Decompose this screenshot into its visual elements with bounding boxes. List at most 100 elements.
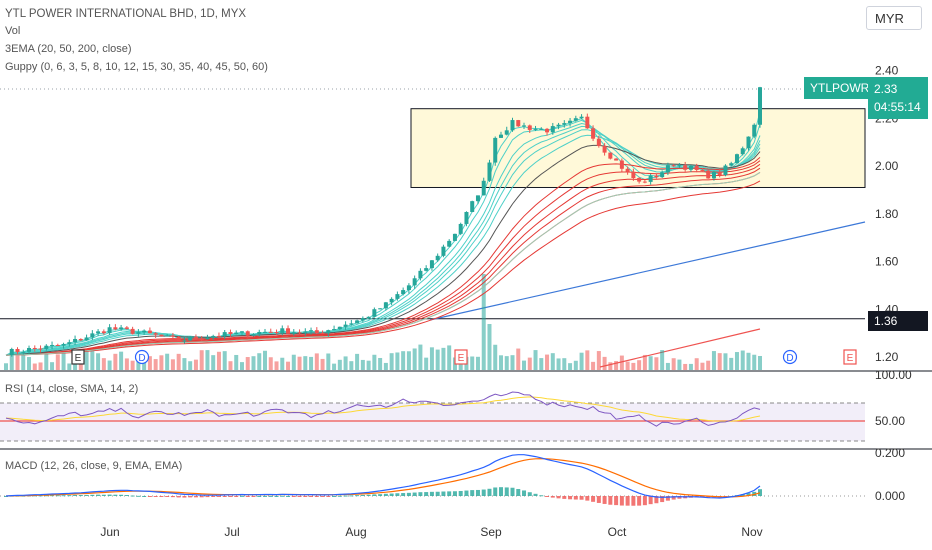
macd-histogram-bar — [78, 495, 83, 497]
macd-histogram-bar — [159, 496, 164, 497]
earnings-marker-label: E — [458, 353, 465, 364]
candle-body — [67, 342, 72, 344]
macd-histogram-bar — [470, 490, 475, 496]
candle-body — [464, 211, 469, 224]
y-tick-label: 1.80 — [875, 207, 899, 221]
rsi-tick-label: 100.00 — [875, 368, 912, 382]
macd-histogram-bar — [274, 495, 279, 497]
symbol-legend[interactable]: YTL POWER INTERNATIONAL BHD, 1D, MYX — [5, 8, 247, 20]
candle-body — [504, 130, 509, 135]
macd-histogram-bar — [406, 492, 411, 496]
macd-histogram-bar — [199, 496, 204, 498]
candle-body — [320, 333, 325, 335]
volume-bar — [9, 353, 14, 370]
volume-bar — [107, 360, 112, 370]
macd-histogram-bar — [545, 496, 550, 497]
vol-legend[interactable]: Vol — [5, 25, 21, 37]
macd-histogram-bar — [573, 496, 578, 500]
macd-histogram-bar — [740, 494, 745, 496]
currency-selector[interactable]: MYR — [866, 6, 922, 30]
volume-bar — [297, 356, 302, 370]
candle-body — [516, 120, 521, 127]
volume-bar — [746, 352, 751, 370]
volume-bar — [234, 354, 239, 370]
candle-body — [27, 347, 32, 352]
ticker-badge: YTLPOWR — [804, 77, 876, 99]
candle-body — [15, 348, 20, 353]
macd-histogram-bar — [475, 489, 480, 496]
candle-body — [84, 337, 89, 341]
candle-body — [297, 332, 302, 334]
candle-body — [539, 128, 544, 130]
volume-bar — [596, 351, 601, 370]
macd-histogram-bar — [245, 496, 250, 497]
candle-body — [470, 201, 475, 212]
candle-body — [349, 323, 354, 325]
y-tick-label: 1.60 — [875, 255, 899, 269]
candle-body — [458, 223, 463, 234]
macd-histogram-bar — [758, 489, 762, 496]
volume-bar — [395, 352, 400, 370]
volume-bar — [147, 356, 152, 370]
candle-body — [665, 165, 670, 173]
candle-body — [147, 330, 152, 334]
volume-bar — [222, 351, 227, 370]
macd-histogram-bar — [596, 496, 601, 503]
candle-body — [677, 165, 682, 167]
macd-histogram-bar — [498, 487, 503, 496]
macd-histogram-bar — [395, 493, 400, 496]
volume-bar — [562, 358, 567, 370]
macd-histogram-bar — [50, 495, 55, 497]
dividend-marker-label: D — [138, 353, 145, 364]
candle-body — [142, 330, 147, 333]
macd-histogram-bar — [147, 496, 152, 497]
volume-bar — [199, 350, 204, 370]
candle-body — [435, 255, 440, 261]
volume-bar — [665, 362, 670, 370]
volume-bar — [96, 353, 101, 370]
volume-bar — [136, 358, 141, 370]
candle-body — [124, 327, 129, 329]
macd-histogram-bar — [591, 496, 596, 502]
candle-body — [38, 348, 43, 350]
candle-body — [337, 326, 342, 330]
x-tick-label: Sep — [480, 525, 502, 539]
volume-bar — [493, 344, 498, 370]
macd-histogram-bar — [67, 495, 72, 497]
volume-bar — [320, 358, 325, 370]
candle-body — [355, 320, 360, 324]
candle-body — [412, 278, 417, 286]
macd-histogram-bar — [211, 496, 216, 497]
candle-body — [211, 335, 216, 338]
volume-bar — [257, 353, 262, 370]
candle-body — [654, 175, 659, 178]
candle-body — [498, 134, 503, 138]
candle-body — [291, 332, 296, 334]
level-badge: 1.36 — [868, 311, 928, 331]
volume-bar — [711, 351, 716, 370]
macd-legend[interactable]: MACD (12, 26, close, 9, EMA, EMA) — [5, 460, 183, 472]
candle-body — [550, 126, 555, 133]
candle-body — [717, 171, 722, 176]
x-tick-label: Oct — [608, 525, 627, 539]
volume-bar — [113, 353, 118, 370]
candle-body — [734, 154, 739, 164]
rsi-legend[interactable]: RSI (14, close, SMA, 14, 2) — [5, 383, 139, 395]
macd-histogram-bar — [136, 495, 141, 497]
volume-bar — [533, 350, 538, 370]
candle-body — [758, 87, 762, 125]
volume-bar — [510, 355, 515, 370]
candle-body — [452, 233, 457, 241]
volume-bar — [343, 356, 348, 370]
volume-bar — [568, 363, 573, 370]
volume-bar — [602, 356, 607, 370]
candle-body — [234, 332, 239, 334]
macd-tick-label: 0.200 — [875, 446, 905, 460]
candle-body — [418, 270, 423, 279]
guppy-legend[interactable]: Guppy (0, 6, 3, 5, 8, 10, 12, 15, 30, 35… — [5, 61, 268, 73]
candle-body — [222, 332, 227, 337]
macd-histogram-bar — [309, 496, 314, 497]
ema-legend[interactable]: 3EMA (20, 50, 200, close) — [5, 43, 132, 55]
volume-bar — [239, 362, 244, 370]
